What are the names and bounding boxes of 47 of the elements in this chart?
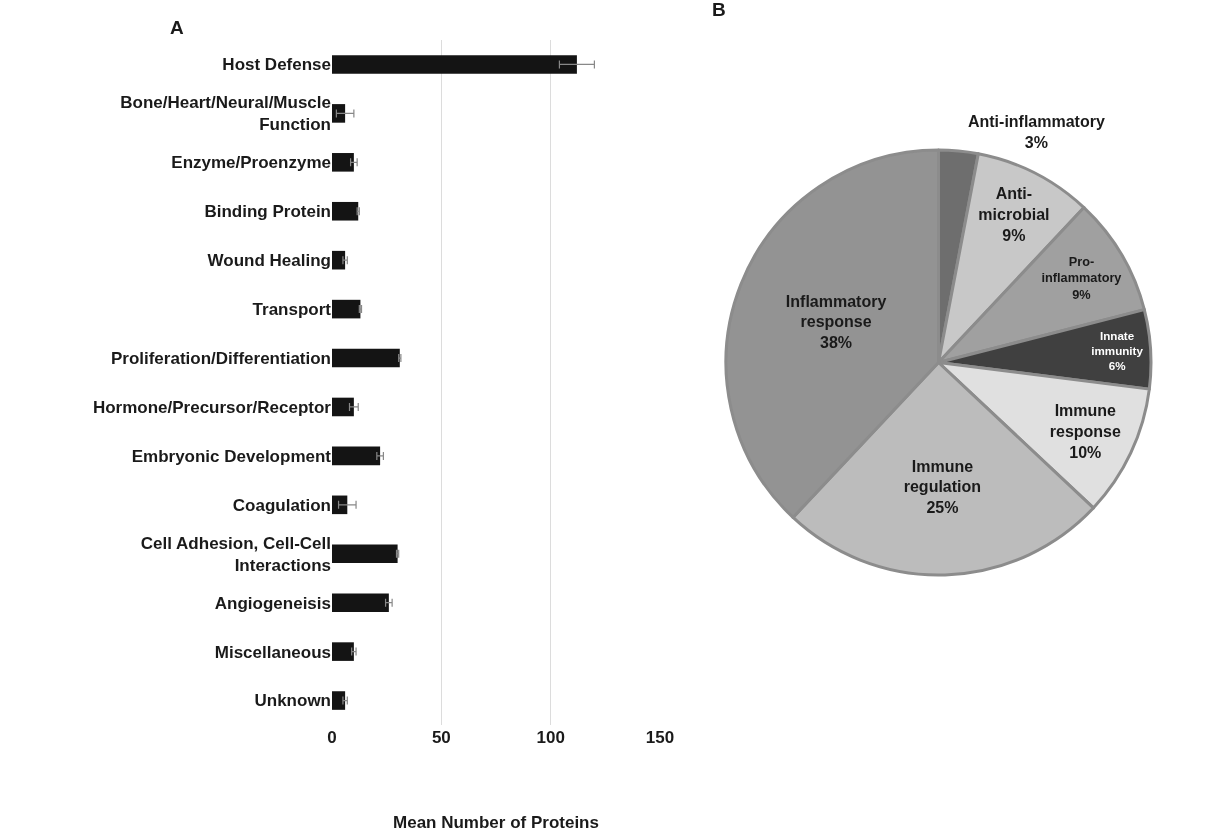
y-tick-label: Host Defense [222,55,331,75]
y-tick-label: Unknown [254,691,331,711]
bar [332,593,389,612]
data-label: 38% [820,334,853,352]
x-axis-title: Mean Number of Proteins [393,813,599,833]
data-label: 9% [1002,226,1026,244]
y-tick-label: Binding Protein [204,202,331,222]
chart-title: B [712,0,726,20]
slice-label: Inflammatory response [785,292,887,331]
data-label: 6% [1108,359,1127,373]
y-tick-label: Bone/Heart/Neural/Muscle Function [120,93,331,135]
bar [332,55,577,74]
x-tick-label: 150 [645,728,675,747]
bar [332,348,400,368]
text: A [170,17,184,38]
slice-label: Anti-inflammatory [967,113,1105,131]
x-tick-label: 50 [431,728,451,747]
y-tick-label: Transport [252,300,332,320]
y-tick-label: Enzyme/Proenzyme [171,153,331,173]
y-tick-label: Cell Adhesion, Cell-Cell Interactions [140,533,331,575]
slice-label: Anti-microbial [978,185,1050,223]
y-tick-label: Hormone/Precursor/Receptor [92,397,332,417]
slice-label: Innate immunity [1091,329,1144,358]
bar [332,201,359,221]
bar [332,153,354,172]
slice-label: Immune response [1049,402,1122,441]
bar [332,397,354,417]
bar [332,299,361,319]
y-tick-label: Proliferation/Differentiation [110,348,331,368]
y-tick-label: Embryonic Development [131,446,332,466]
bar [332,104,346,123]
y-tick-label: Miscellaneous [214,642,331,662]
y-tick-label: Coagulation [232,495,331,515]
data-label: 25% [926,499,959,517]
bar [332,691,346,710]
data-label: 3% [1024,134,1048,152]
slice-label: Pro-inflammatory [1041,253,1123,286]
data-label: 9% [1072,286,1091,302]
x-tick-label: 100 [536,728,565,747]
x-tick-label: 0 [327,728,337,747]
slice-label: Immune regulation [903,457,982,496]
y-tick-label: Angiogeneisis [214,593,331,613]
bar [332,446,381,466]
data-label: 10% [1069,443,1102,461]
y-tick-label: Wound Healing [207,251,331,271]
bar [332,642,354,661]
bar [332,544,398,564]
